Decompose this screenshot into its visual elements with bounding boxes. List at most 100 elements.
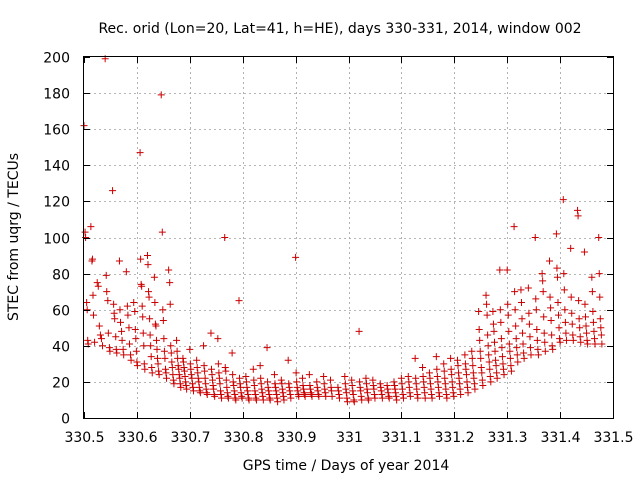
data-point xyxy=(216,380,224,388)
data-point xyxy=(136,149,144,157)
data-point xyxy=(202,385,210,393)
data-point xyxy=(223,389,231,397)
data-point xyxy=(321,385,329,393)
data-point xyxy=(405,383,413,391)
data-point xyxy=(440,360,448,368)
data-point xyxy=(588,288,596,296)
data-point xyxy=(468,347,476,355)
data-point xyxy=(392,389,400,397)
data-point xyxy=(215,374,223,382)
data-point xyxy=(406,392,414,400)
data-point xyxy=(484,342,492,350)
data-point xyxy=(371,394,379,402)
grid-lines xyxy=(84,57,613,418)
data-point xyxy=(298,374,306,382)
data-point xyxy=(221,363,229,371)
data-point xyxy=(99,342,107,350)
data-point xyxy=(88,255,96,263)
y-tick-label: 40 xyxy=(52,340,70,356)
data-point xyxy=(511,306,519,314)
data-point xyxy=(143,252,151,260)
data-point xyxy=(400,394,408,402)
data-point xyxy=(498,353,506,361)
data-point xyxy=(477,354,485,362)
data-point xyxy=(235,297,243,305)
data-point xyxy=(555,311,563,319)
data-point xyxy=(507,367,515,375)
data-point xyxy=(273,391,281,399)
data-point xyxy=(110,300,118,308)
data-point xyxy=(567,293,575,301)
data-point xyxy=(448,378,456,386)
data-point xyxy=(210,391,218,399)
data-point xyxy=(217,391,225,399)
data-point xyxy=(307,389,315,397)
data-point xyxy=(590,335,598,343)
data-point xyxy=(584,340,592,348)
data-point xyxy=(487,378,495,386)
data-point xyxy=(163,374,171,382)
data-point xyxy=(195,378,203,386)
data-point xyxy=(144,261,152,269)
data-point xyxy=(168,363,176,371)
data-point xyxy=(510,223,518,231)
data-point xyxy=(264,378,272,386)
data-point xyxy=(125,340,133,348)
data-point xyxy=(349,387,357,395)
data-point xyxy=(177,383,185,391)
data-point xyxy=(279,392,287,400)
data-point xyxy=(497,318,505,326)
data-point xyxy=(569,336,577,344)
x-axis-label: GPS time / Days of year 2014 xyxy=(243,458,450,474)
data-point xyxy=(525,320,533,328)
y-tick-label: 200 xyxy=(43,51,70,67)
data-point xyxy=(393,396,401,404)
data-point xyxy=(251,387,259,395)
x-tick-label: 331.5 xyxy=(593,430,633,446)
data-point xyxy=(271,380,279,388)
data-point xyxy=(378,391,386,399)
data-point xyxy=(499,360,507,368)
data-point xyxy=(243,387,251,395)
data-point xyxy=(576,333,584,341)
data-point xyxy=(286,391,294,399)
data-point xyxy=(327,376,335,384)
data-point xyxy=(194,374,202,382)
data-point xyxy=(249,365,257,373)
data-point xyxy=(390,378,398,386)
data-point xyxy=(257,380,265,388)
data-point xyxy=(84,336,92,344)
data-point xyxy=(287,394,295,402)
data-point xyxy=(433,372,441,380)
data-point xyxy=(236,374,244,382)
data-point xyxy=(119,345,127,353)
data-point xyxy=(131,326,139,334)
data-point xyxy=(147,342,155,350)
data-point xyxy=(383,382,391,390)
data-point xyxy=(115,257,123,265)
data-point xyxy=(97,335,105,343)
data-point xyxy=(139,313,147,321)
data-point xyxy=(541,347,549,355)
data-point xyxy=(456,380,464,388)
data-point xyxy=(285,383,293,391)
data-point xyxy=(560,270,568,278)
data-point xyxy=(447,354,455,362)
data-point xyxy=(105,344,113,352)
data-point xyxy=(569,331,577,339)
data-point xyxy=(216,387,224,395)
data-point xyxy=(120,351,128,359)
data-point xyxy=(110,309,118,317)
data-point xyxy=(181,367,189,375)
data-point xyxy=(196,387,204,395)
data-point xyxy=(478,369,486,377)
data-point xyxy=(491,347,499,355)
plot-frame xyxy=(83,56,614,419)
data-point xyxy=(244,391,252,399)
data-point xyxy=(306,385,314,393)
data-point xyxy=(200,342,208,350)
data-point xyxy=(89,291,97,299)
data-point xyxy=(327,383,335,391)
data-point xyxy=(462,371,470,379)
